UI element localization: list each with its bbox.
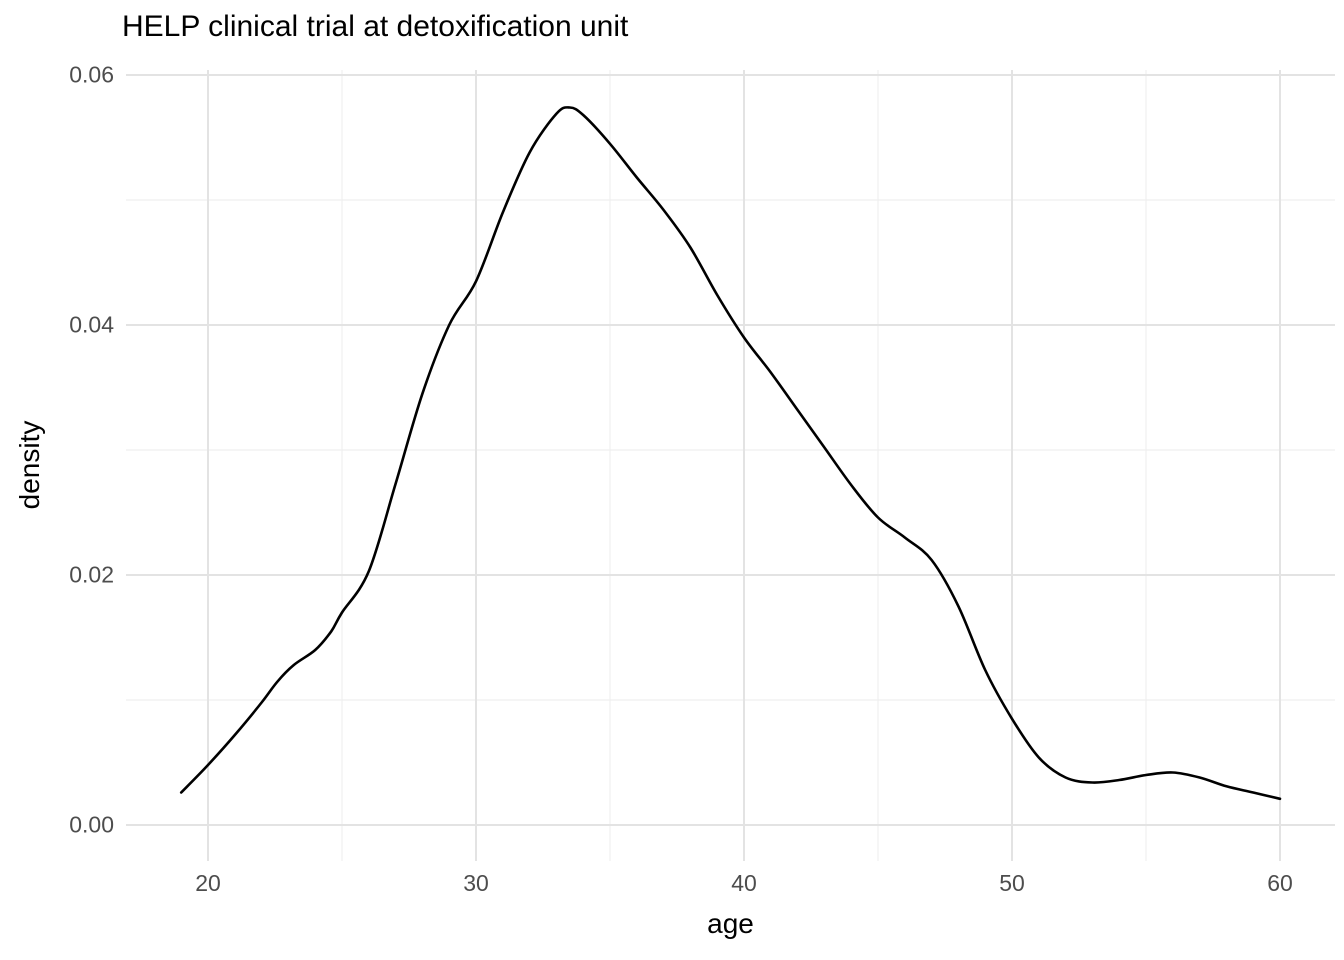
x-tick-label: 60: [1267, 870, 1293, 896]
y-tick-label: 0.04: [69, 311, 114, 338]
density-curve: [179, 106, 1282, 801]
y-axis-tick-labels: 0.00 0.02 0.04 0.06: [0, 0, 114, 960]
x-tick-label: 30: [463, 870, 489, 896]
y-tick-label: 0.06: [69, 61, 114, 88]
x-tick-label: 50: [999, 870, 1025, 896]
x-axis-title: age: [707, 908, 754, 939]
x-tick-label: 20: [195, 870, 221, 896]
y-tick-label: 0.00: [69, 811, 114, 838]
y-tick-label: 0.02: [69, 561, 114, 588]
plot-title: HELP clinical trial at detoxification un…: [122, 10, 629, 43]
x-tick-label: 40: [731, 870, 757, 896]
